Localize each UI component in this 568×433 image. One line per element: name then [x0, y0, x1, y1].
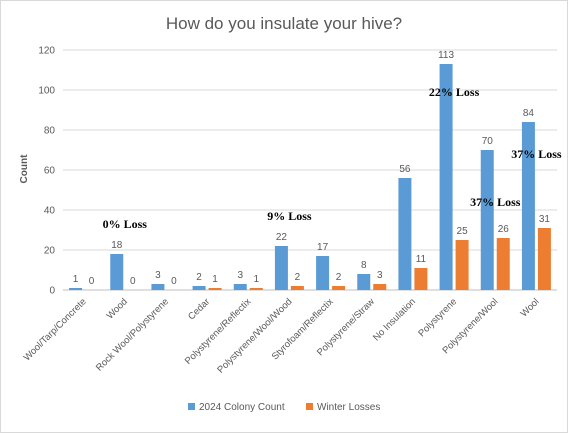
x-category-label: Polystyrene/Wool/Wood — [215, 296, 294, 375]
legend-swatch-winter-losses — [306, 403, 313, 410]
data-label-colony-count: 84 — [523, 108, 535, 119]
x-category-label: No Insulation — [371, 296, 418, 343]
bar-winter-losses — [373, 284, 387, 290]
data-label-winter-losses: 2 — [336, 272, 342, 283]
bar-colony-count — [69, 288, 83, 290]
bar-colony-count — [398, 178, 412, 290]
data-label-winter-losses: 2 — [295, 272, 301, 283]
data-label-winter-losses: 1 — [253, 274, 259, 285]
loss-annotation: 9% Loss — [267, 209, 312, 223]
data-label-colony-count: 2 — [196, 272, 202, 283]
data-label-winter-losses: 0 — [171, 276, 177, 287]
bar-colony-count — [357, 274, 371, 290]
bar-colony-count — [192, 286, 206, 290]
bar-winter-losses — [414, 268, 428, 290]
bar-winter-losses — [249, 288, 263, 290]
x-category-label: Wool — [519, 296, 542, 319]
data-label-colony-count: 3 — [155, 270, 161, 281]
y-tick-label: 40 — [44, 206, 56, 217]
chart-title: How do you insulate your hive? — [166, 14, 402, 33]
bar-colony-count — [480, 150, 494, 290]
data-label-winter-losses: 26 — [498, 224, 510, 235]
loss-annotation: 37% Loss — [511, 147, 562, 161]
x-category-label: Rock Wool/Polystyrene — [94, 296, 171, 373]
loss-annotation: 0% Loss — [103, 217, 148, 231]
x-category-label: Wool/Tarp/Concrete — [22, 296, 89, 363]
data-label-colony-count: 56 — [399, 164, 411, 175]
bars — [69, 64, 551, 290]
data-label-colony-count: 1 — [73, 274, 79, 285]
y-tick-label: 120 — [38, 46, 55, 57]
bar-winter-losses — [332, 286, 346, 290]
loss-annotation: 37% Loss — [470, 195, 521, 209]
bar-colony-count — [521, 122, 535, 290]
bar-colony-count — [233, 284, 247, 290]
y-axis-title: Count — [19, 154, 30, 184]
data-label-winter-losses: 0 — [130, 276, 136, 287]
bar-colony-count — [151, 284, 165, 290]
x-category-label: Cedar — [186, 296, 212, 322]
data-label-colony-count: 3 — [237, 270, 243, 281]
bar-winter-losses — [455, 240, 469, 290]
bar-colony-count — [274, 246, 288, 290]
loss-annotation: 22% Loss — [429, 85, 480, 99]
bar-colony-count — [110, 254, 124, 290]
bar-winter-losses — [537, 228, 551, 290]
y-tick-label: 20 — [44, 246, 56, 257]
data-label-colony-count: 18 — [111, 240, 123, 251]
data-label-colony-count: 8 — [361, 260, 367, 271]
legend-label-winter-losses: Winter Losses — [317, 402, 380, 413]
data-label-colony-count: 70 — [482, 136, 494, 147]
legend: 2024 Colony Count Winter Losses — [188, 402, 380, 413]
y-tick-label: 0 — [49, 286, 55, 297]
data-label-colony-count: 17 — [317, 242, 329, 253]
data-label-winter-losses: 11 — [416, 254, 427, 265]
x-category-label: Polystyrene — [416, 296, 459, 339]
y-axis-ticks: 0 20 40 60 80 100 120 — [38, 46, 55, 297]
data-label-winter-losses: 25 — [457, 226, 469, 237]
y-tick-label: 80 — [44, 126, 56, 137]
x-category-label: Wood — [105, 296, 130, 321]
bar-winter-losses — [208, 288, 222, 290]
y-tick-label: 60 — [44, 166, 56, 177]
data-label-colony-count: 113 — [438, 50, 454, 61]
y-tick-label: 100 — [38, 86, 55, 97]
legend-label-colony-count: 2024 Colony Count — [199, 402, 285, 413]
annotations: 0% Loss 9% Loss 22% Loss 37% Loss 37% Loss — [103, 85, 562, 231]
data-label-colony-count: 22 — [276, 232, 288, 243]
data-label-winter-losses: 3 — [377, 270, 383, 281]
bar-winter-losses — [290, 286, 304, 290]
data-label-winter-losses: 1 — [212, 274, 218, 285]
bar-colony-count — [316, 256, 330, 290]
bar-colony-count — [439, 64, 453, 290]
legend-swatch-colony-count — [188, 403, 195, 410]
data-label-winter-losses: 31 — [539, 214, 551, 225]
data-label-winter-losses: 0 — [89, 276, 95, 287]
bar-winter-losses — [496, 238, 510, 290]
gridlines — [63, 49, 557, 291]
